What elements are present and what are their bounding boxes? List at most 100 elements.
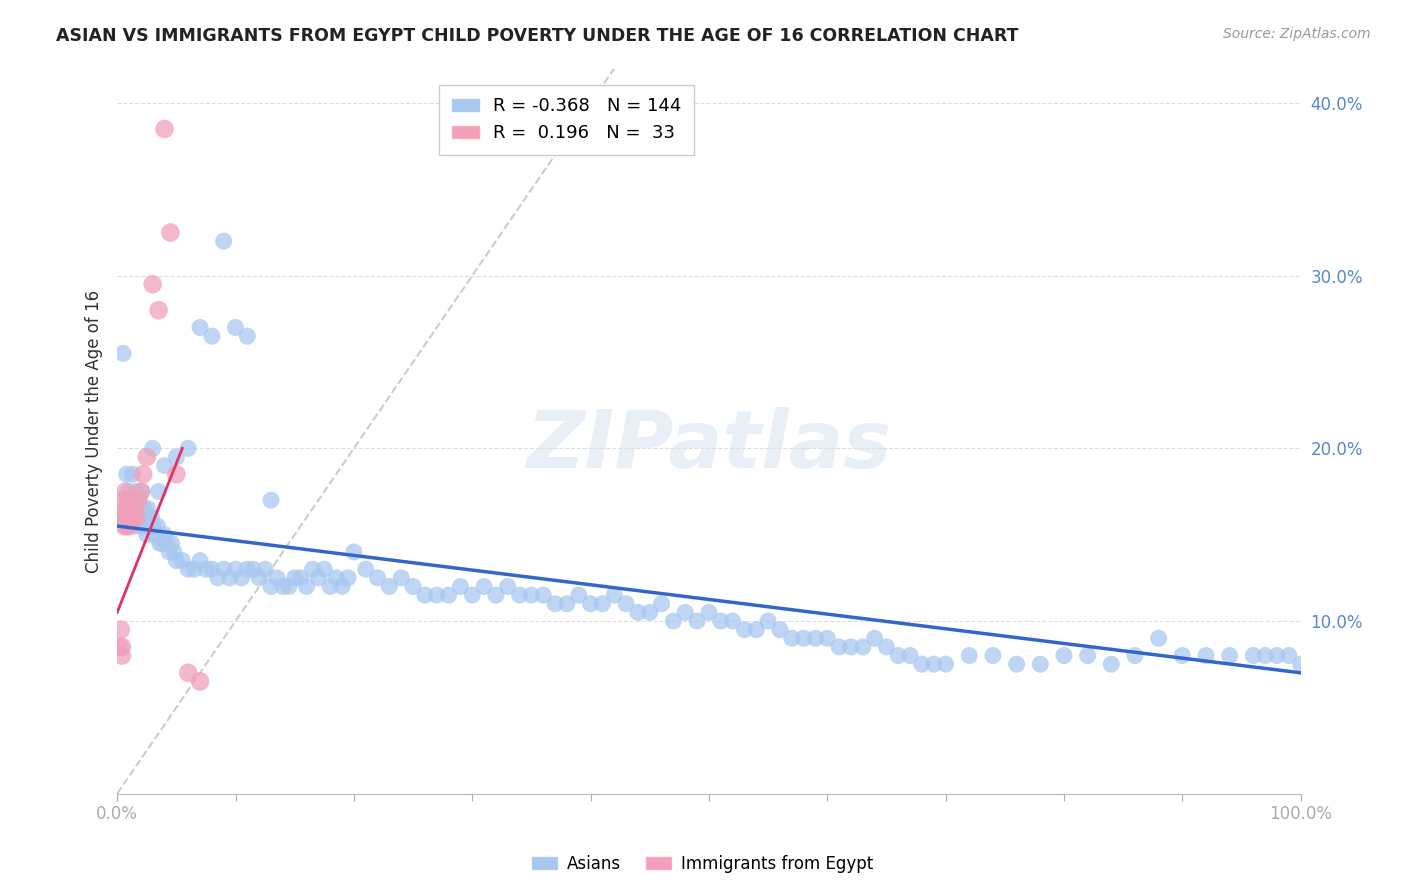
Point (122, 510, 145, 524)
Point (121, 467, 143, 482)
Point (124, 501, 146, 516)
Point (157, 545, 180, 559)
Point (449, 579, 471, 593)
Point (121, 501, 143, 516)
Point (142, 442, 165, 456)
Point (188, 674, 211, 689)
Point (110, 623, 132, 637)
Point (212, 562, 235, 576)
Point (231, 571, 253, 585)
Point (177, 665, 200, 680)
Point (343, 545, 366, 559)
Point (201, 329, 224, 343)
Point (769, 623, 792, 637)
Point (307, 571, 329, 585)
Point (1289, 657, 1312, 672)
Point (120, 493, 142, 508)
Point (614, 597, 637, 611)
Point (120, 510, 142, 524)
Point (128, 493, 150, 508)
Point (875, 640, 897, 654)
Point (148, 484, 170, 499)
Point (149, 536, 172, 550)
Point (627, 606, 650, 620)
Point (354, 562, 377, 576)
Point (111, 648, 134, 663)
Point (1171, 648, 1194, 663)
Point (815, 632, 838, 646)
Point (319, 579, 342, 593)
Point (236, 562, 259, 576)
Point (863, 632, 886, 646)
Point (485, 588, 508, 602)
Point (793, 632, 815, 646)
Point (120, 501, 142, 516)
Point (118, 510, 141, 524)
Y-axis label: Child Poverty Under the Age of 16: Child Poverty Under the Age of 16 (86, 290, 103, 573)
Point (780, 632, 803, 646)
Point (225, 562, 247, 576)
Point (112, 493, 135, 508)
Point (165, 553, 187, 567)
Point (143, 527, 166, 541)
Point (114, 484, 136, 499)
Point (686, 614, 709, 628)
Point (472, 579, 495, 593)
Point (325, 571, 347, 585)
Text: ZIPatlas: ZIPatlas (526, 407, 891, 484)
Point (697, 606, 720, 620)
Text: ASIAN VS IMMIGRANTS FROM EGYPT CHILD POVERTY UNDER THE AGE OF 16 CORRELATION CHA: ASIAN VS IMMIGRANTS FROM EGYPT CHILD POV… (56, 27, 1019, 45)
Point (603, 588, 626, 602)
Point (461, 588, 484, 602)
Point (1241, 648, 1264, 663)
Point (188, 320, 211, 334)
Text: Source: ZipAtlas.com: Source: ZipAtlas.com (1223, 27, 1371, 41)
Point (1254, 648, 1277, 663)
Point (132, 510, 155, 524)
Point (129, 501, 152, 516)
Point (266, 571, 288, 585)
Point (898, 648, 921, 663)
Point (260, 579, 283, 593)
Point (159, 226, 181, 240)
Point (745, 623, 768, 637)
Point (117, 501, 139, 516)
Point (188, 553, 211, 567)
Point (218, 571, 240, 585)
Point (129, 484, 152, 499)
Point (1219, 648, 1241, 663)
Point (981, 648, 1004, 663)
Point (1099, 657, 1122, 672)
Point (1123, 648, 1146, 663)
Point (922, 657, 945, 672)
Point (1265, 648, 1288, 663)
Point (142, 519, 165, 533)
Point (150, 536, 173, 550)
Point (935, 657, 957, 672)
Point (124, 519, 146, 533)
Point (1195, 648, 1218, 663)
Point (129, 519, 152, 533)
Point (165, 467, 187, 482)
Point (733, 623, 755, 637)
Point (177, 562, 200, 576)
Point (136, 501, 159, 516)
Point (247, 571, 270, 585)
Point (662, 614, 685, 628)
Point (117, 493, 139, 508)
Point (290, 571, 312, 585)
Point (1278, 648, 1301, 663)
Point (336, 571, 359, 585)
Point (183, 562, 205, 576)
Point (314, 562, 336, 576)
Point (1053, 648, 1076, 663)
Point (721, 614, 744, 628)
Point (544, 597, 567, 611)
Point (156, 536, 179, 550)
Point (673, 606, 696, 620)
Point (271, 579, 294, 593)
Point (277, 579, 299, 593)
Point (115, 510, 138, 524)
Point (112, 519, 135, 533)
Point (1147, 632, 1170, 646)
